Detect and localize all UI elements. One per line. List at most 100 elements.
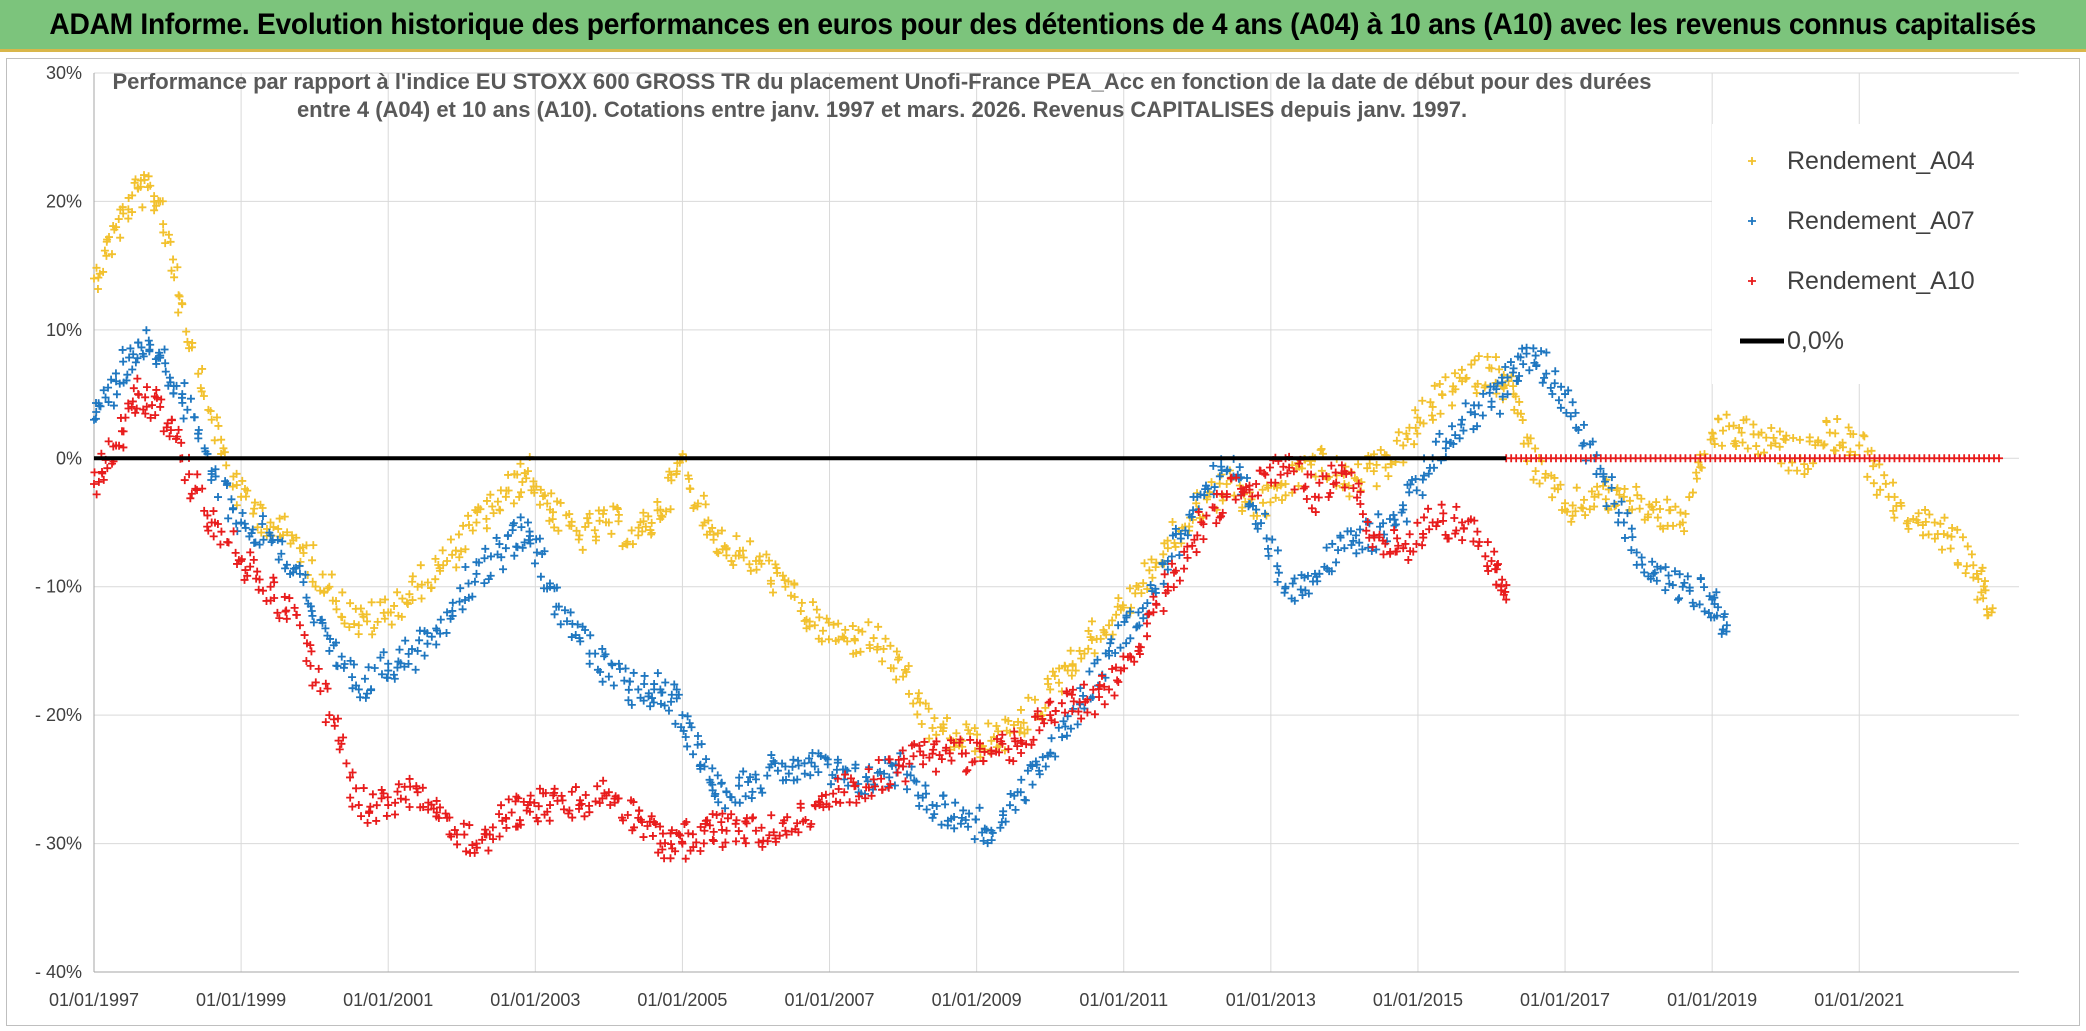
scatter-mark-A07 [1011,805,1020,814]
scatter-mark-A04 [1266,498,1275,507]
scatter-mark-A07 [1720,610,1729,619]
scatter-mark-A07 [1700,583,1709,592]
scatter-mark-A10 [290,603,299,612]
scatter-mark-A10 [253,567,262,576]
scatter-mark-A10 [203,511,212,520]
scatter-mark-A10 [1108,664,1117,673]
scatter-mark-A10 [635,806,644,815]
scatter-mark-A07 [340,659,349,668]
scatter-mark-A10 [696,822,705,831]
scatter-mark-A10 [1095,693,1104,702]
scatter-mark-A04 [614,510,623,519]
scatter-mark-A10 [1492,580,1501,589]
scatter-mark-A07 [1441,444,1450,453]
scatter-mark-A04 [1457,365,1466,374]
scatter-mark-A10 [841,770,850,779]
scatter-mark-A07 [101,393,110,402]
scatter-mark-A04 [1578,504,1587,513]
scatter-mark-A07 [1579,420,1588,429]
scatter-mark-A04 [228,482,237,491]
scatter-mark-A10 [481,825,490,834]
scatter-mark-A10 [282,614,291,623]
scatter-mark-A04 [275,514,284,523]
scatter-mark-A07 [432,624,441,633]
legend-item-A10: Rendement_A10 [1748,267,1975,295]
scatter-mark-A04 [1084,644,1093,653]
scatter-mark-A07 [711,789,720,798]
scatter-mark-A07 [1017,775,1026,784]
scatter-mark-A04 [1063,666,1072,675]
scatter-mark-A04 [590,526,599,535]
scatter-mark-A07 [1718,625,1727,634]
y-tick-label: 0% [56,448,82,468]
scatter-mark-A07 [360,674,369,683]
scatter-mark-A10 [783,813,792,822]
scatter-mark-A04 [152,201,161,210]
scatter-mark-A04 [1924,530,1933,539]
scatter-mark-A04 [1880,471,1889,480]
scatter-mark-A07 [1412,486,1421,495]
scatter-mark-A04 [1067,671,1076,680]
scatter-mark-A10 [282,606,291,615]
scatter-mark-A04 [1973,595,1982,604]
scatter-mark-A07 [1327,567,1336,576]
scatter-mark-A04 [1554,485,1562,494]
scatter-mark-A04 [909,699,918,708]
scatter-mark-A07 [672,685,681,694]
scatter-mark-A04 [398,594,407,603]
scatter-mark-A07 [1038,753,1047,762]
scatter-mark-A07 [1522,349,1531,358]
scatter-mark-A04 [241,492,250,501]
scatter-mark-A07 [146,340,155,349]
scatter-mark-A07 [1051,752,1060,761]
scatter-mark-A07 [497,553,506,562]
scatter-mark-A10 [1390,526,1399,535]
scatter-mark-A04 [1112,610,1121,619]
scatter-mark-A10 [240,575,249,584]
scatter-mark-A10 [1474,541,1483,550]
scatter-mark-A04 [1071,666,1080,675]
scatter-mark-A04 [1054,678,1063,687]
scatter-mark-A10 [905,759,914,768]
data-point-A04 [325,582,334,591]
scatter-mark-A10 [1163,586,1172,595]
scatter-mark-A10 [1046,697,1055,706]
scatter-mark-A04 [1980,577,1989,586]
scatter-mark-A04 [302,541,311,550]
scatter-mark-A04 [417,580,426,589]
scatter-mark-A10 [1481,552,1490,561]
scatter-mark-A10 [718,842,727,851]
scatter-mark-A04 [1461,374,1470,383]
scatter-mark-A04 [1202,495,1211,504]
scatter-mark-A10 [1180,547,1189,556]
scatter-mark-A07 [726,792,735,801]
scatter-mark-A07 [756,784,765,793]
scatter-mark-A07 [1600,477,1609,486]
scatter-mark-A04 [446,535,455,544]
scatter-mark-A07 [1203,484,1212,493]
scatter-mark-A10 [1283,469,1292,478]
data-point-A10 [266,582,275,591]
scatter-mark-A04 [1925,510,1934,519]
scatter-mark-A07 [1568,398,1577,407]
scatter-mark-A10 [920,737,929,746]
scatter-mark-A04 [1977,588,1986,597]
scatter-mark-A10 [825,802,834,811]
scatter-mark-A10 [383,793,392,802]
scatter-mark-A10 [216,540,225,549]
scatter-mark-A10 [229,527,238,536]
scatter-mark-A10 [462,847,471,856]
scatter-mark-A07 [789,755,798,764]
scatter-mark-A04 [662,507,671,516]
scatter-mark-A07 [1516,353,1525,362]
scatter-mark-A07 [1005,801,1014,810]
scatter-mark-A10 [1068,685,1077,694]
scatter-mark-A10 [1425,525,1434,534]
scatter-mark-A07 [526,539,535,548]
scatter-mark-A04 [516,459,525,468]
scatter-mark-A07 [91,414,100,423]
scatter-mark-A10 [894,761,903,770]
scatter-mark-A04 [766,579,775,588]
scatter-mark-A10 [1171,566,1180,575]
scatter-mark-A10 [1149,592,1158,601]
